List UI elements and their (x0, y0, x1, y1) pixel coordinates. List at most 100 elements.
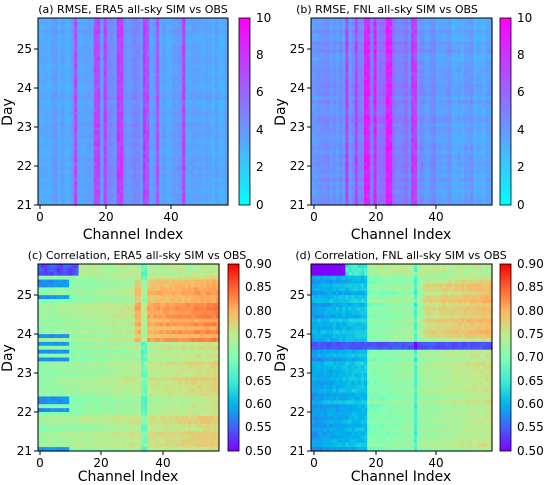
panel-c-colorbar-gradient (227, 263, 240, 452)
panel-b-ytick-22: 22 (290, 159, 305, 173)
panel-a-x-ticks: 0 20 40 (36, 205, 179, 224)
panel-d-xlabel: Channel Index (351, 469, 451, 485)
panel-d-ytick-22: 22 (290, 405, 305, 419)
panel-c-frame (37, 263, 220, 452)
panel-c-title: (c) Correlation, ERA5 all-sky SIM vs OBS (28, 249, 246, 262)
panel-c-x-ticks: 0 20 40 (36, 451, 171, 470)
panel-b-cbar-8: 8 (517, 48, 525, 62)
panel-b-ytick-24: 24 (290, 81, 305, 95)
panel-d-title: (d) Correlation, FNL all-sky SIM vs OBS (295, 249, 506, 262)
panel-a-y-ticks: 21 22 23 24 25 (17, 42, 38, 212)
panel-a-xtick-20: 20 (98, 210, 113, 224)
panel-b-colorbar: 0 2 4 6 8 10 (499, 11, 532, 212)
panel-c-xtick-0: 0 (36, 456, 44, 470)
panel-a-ytick-24: 24 (17, 81, 32, 95)
panel-c-ytick-22: 22 (17, 405, 32, 419)
panel-b-xtick-0: 0 (310, 210, 318, 224)
panel-d-cbar-060: 0.60 (517, 397, 544, 411)
panel-c-cbar-075: 0.75 (245, 327, 272, 341)
panel-a-rmse-era5: (a) RMSE, ERA5 all-sky SIM vs OBS 0 20 4… (0, 3, 271, 243)
panel-c-cbar-060: 0.60 (245, 397, 272, 411)
panel-b-xtick-20: 20 (368, 210, 383, 224)
panel-c-corr-era5: (c) Correlation, ERA5 all-sky SIM vs OBS… (0, 249, 272, 485)
panel-d-xtick-0: 0 (310, 456, 318, 470)
panel-a-ylabel: Day (0, 98, 16, 126)
panel-d-colorbar-gradient (499, 263, 512, 452)
panel-b-title: (b) RMSE, FNL all-sky SIM vs OBS (296, 3, 478, 16)
panel-d-ytick-25: 25 (290, 288, 305, 302)
panel-c-heatmap (38, 264, 220, 452)
panel-a-cbar-8: 8 (256, 48, 264, 62)
panel-a-colorbar: 0 2 4 6 8 10 (238, 11, 271, 212)
panel-a-title: (a) RMSE, ERA5 all-sky SIM vs OBS (38, 3, 228, 16)
panel-c-cbar-070: 0.70 (245, 350, 272, 364)
panel-d-cbar-050: 0.50 (517, 444, 544, 458)
panel-d-y-ticks: 21 22 23 24 25 (290, 288, 311, 458)
panel-b-cbar-4: 4 (517, 123, 525, 137)
panel-d-cbar-085: 0.85 (517, 280, 544, 294)
panel-b-xtick-40: 40 (428, 210, 443, 224)
panel-a-cbar-10: 10 (256, 11, 271, 25)
panel-c-cbar-065: 0.65 (245, 374, 272, 388)
panel-d-x-ticks: 0 20 40 (310, 451, 444, 470)
panel-d-heatmap (311, 264, 493, 452)
panel-c-ytick-24: 24 (17, 327, 32, 341)
panel-c-xtick-40: 40 (155, 456, 170, 470)
panel-d-cbar-070: 0.70 (517, 350, 544, 364)
panel-d-cbar-065: 0.65 (517, 374, 544, 388)
panel-d-cbar-090: 0.90 (517, 257, 544, 271)
panel-d-ytick-24: 24 (290, 327, 305, 341)
panel-d-xtick-20: 20 (368, 456, 383, 470)
panel-a-cbar-6: 6 (256, 85, 264, 99)
panel-c-ytick-25: 25 (17, 288, 32, 302)
panel-b-ytick-25: 25 (290, 42, 305, 56)
panel-b-heatmap (311, 18, 493, 206)
panel-c-xlabel: Channel Index (78, 469, 178, 485)
panel-a-heatmap (38, 18, 229, 206)
panel-d-ytick-23: 23 (290, 366, 305, 380)
panel-c-ytick-23: 23 (17, 366, 32, 380)
panel-b-frame (310, 17, 493, 206)
panel-a-xtick-40: 40 (163, 210, 178, 224)
panel-a-cbar-4: 4 (256, 123, 264, 137)
panel-c-cbar-090: 0.90 (245, 257, 272, 271)
panel-d-cbar-055: 0.55 (517, 420, 544, 434)
panel-c-colorbar: 0.50 0.55 0.60 0.65 0.70 0.75 0.80 0.85 … (227, 257, 272, 458)
panel-a-xlabel: Channel Index (83, 227, 183, 243)
panel-d-ylabel: Day (273, 344, 289, 372)
panel-b-ylabel: Day (273, 98, 289, 126)
panel-a-ytick-23: 23 (17, 120, 32, 134)
panel-a-frame (37, 17, 229, 206)
panel-b-cbar-10: 10 (517, 11, 532, 25)
panel-b-x-ticks: 0 20 40 (310, 205, 444, 224)
panel-a-xtick-0: 0 (36, 210, 44, 224)
panel-b-colorbar-gradient (499, 17, 512, 206)
panel-a-cbar-2: 2 (256, 160, 264, 174)
panel-b-cbar-2: 2 (517, 160, 525, 174)
panel-c-y-ticks: 21 22 23 24 25 (17, 288, 38, 458)
panel-a-ytick-22: 22 (17, 159, 32, 173)
panel-d-cbar-080: 0.80 (517, 304, 544, 318)
panel-b-rmse-fnl: (b) RMSE, FNL all-sky SIM vs OBS 0 20 40… (273, 3, 532, 243)
panel-c-xtick-20: 20 (93, 456, 108, 470)
panel-d-colorbar: 0.50 0.55 0.60 0.65 0.70 0.75 0.80 0.85 … (499, 257, 544, 458)
panel-a-cbar-0: 0 (256, 198, 264, 212)
panel-b-cbar-0: 0 (517, 198, 525, 212)
panel-d-corr-fnl: (d) Correlation, FNL all-sky SIM vs OBS … (273, 249, 544, 485)
panel-b-xlabel: Channel Index (351, 227, 451, 243)
panel-c-cbar-085: 0.85 (245, 280, 272, 294)
panel-c-cbar-050: 0.50 (245, 444, 272, 458)
panel-c-cbar-055: 0.55 (245, 420, 272, 434)
panel-a-ytick-21: 21 (17, 198, 32, 212)
panel-b-ytick-23: 23 (290, 120, 305, 134)
panel-b-ytick-21: 21 (290, 198, 305, 212)
panel-d-ytick-21: 21 (290, 444, 305, 458)
panel-b-cbar-6: 6 (517, 85, 525, 99)
panel-d-frame (310, 263, 493, 452)
panel-c-cbar-080: 0.80 (245, 304, 272, 318)
panel-c-ytick-21: 21 (17, 444, 32, 458)
panel-c-ylabel: Day (0, 344, 16, 372)
panel-d-cbar-075: 0.75 (517, 327, 544, 341)
panel-a-ytick-25: 25 (17, 42, 32, 56)
